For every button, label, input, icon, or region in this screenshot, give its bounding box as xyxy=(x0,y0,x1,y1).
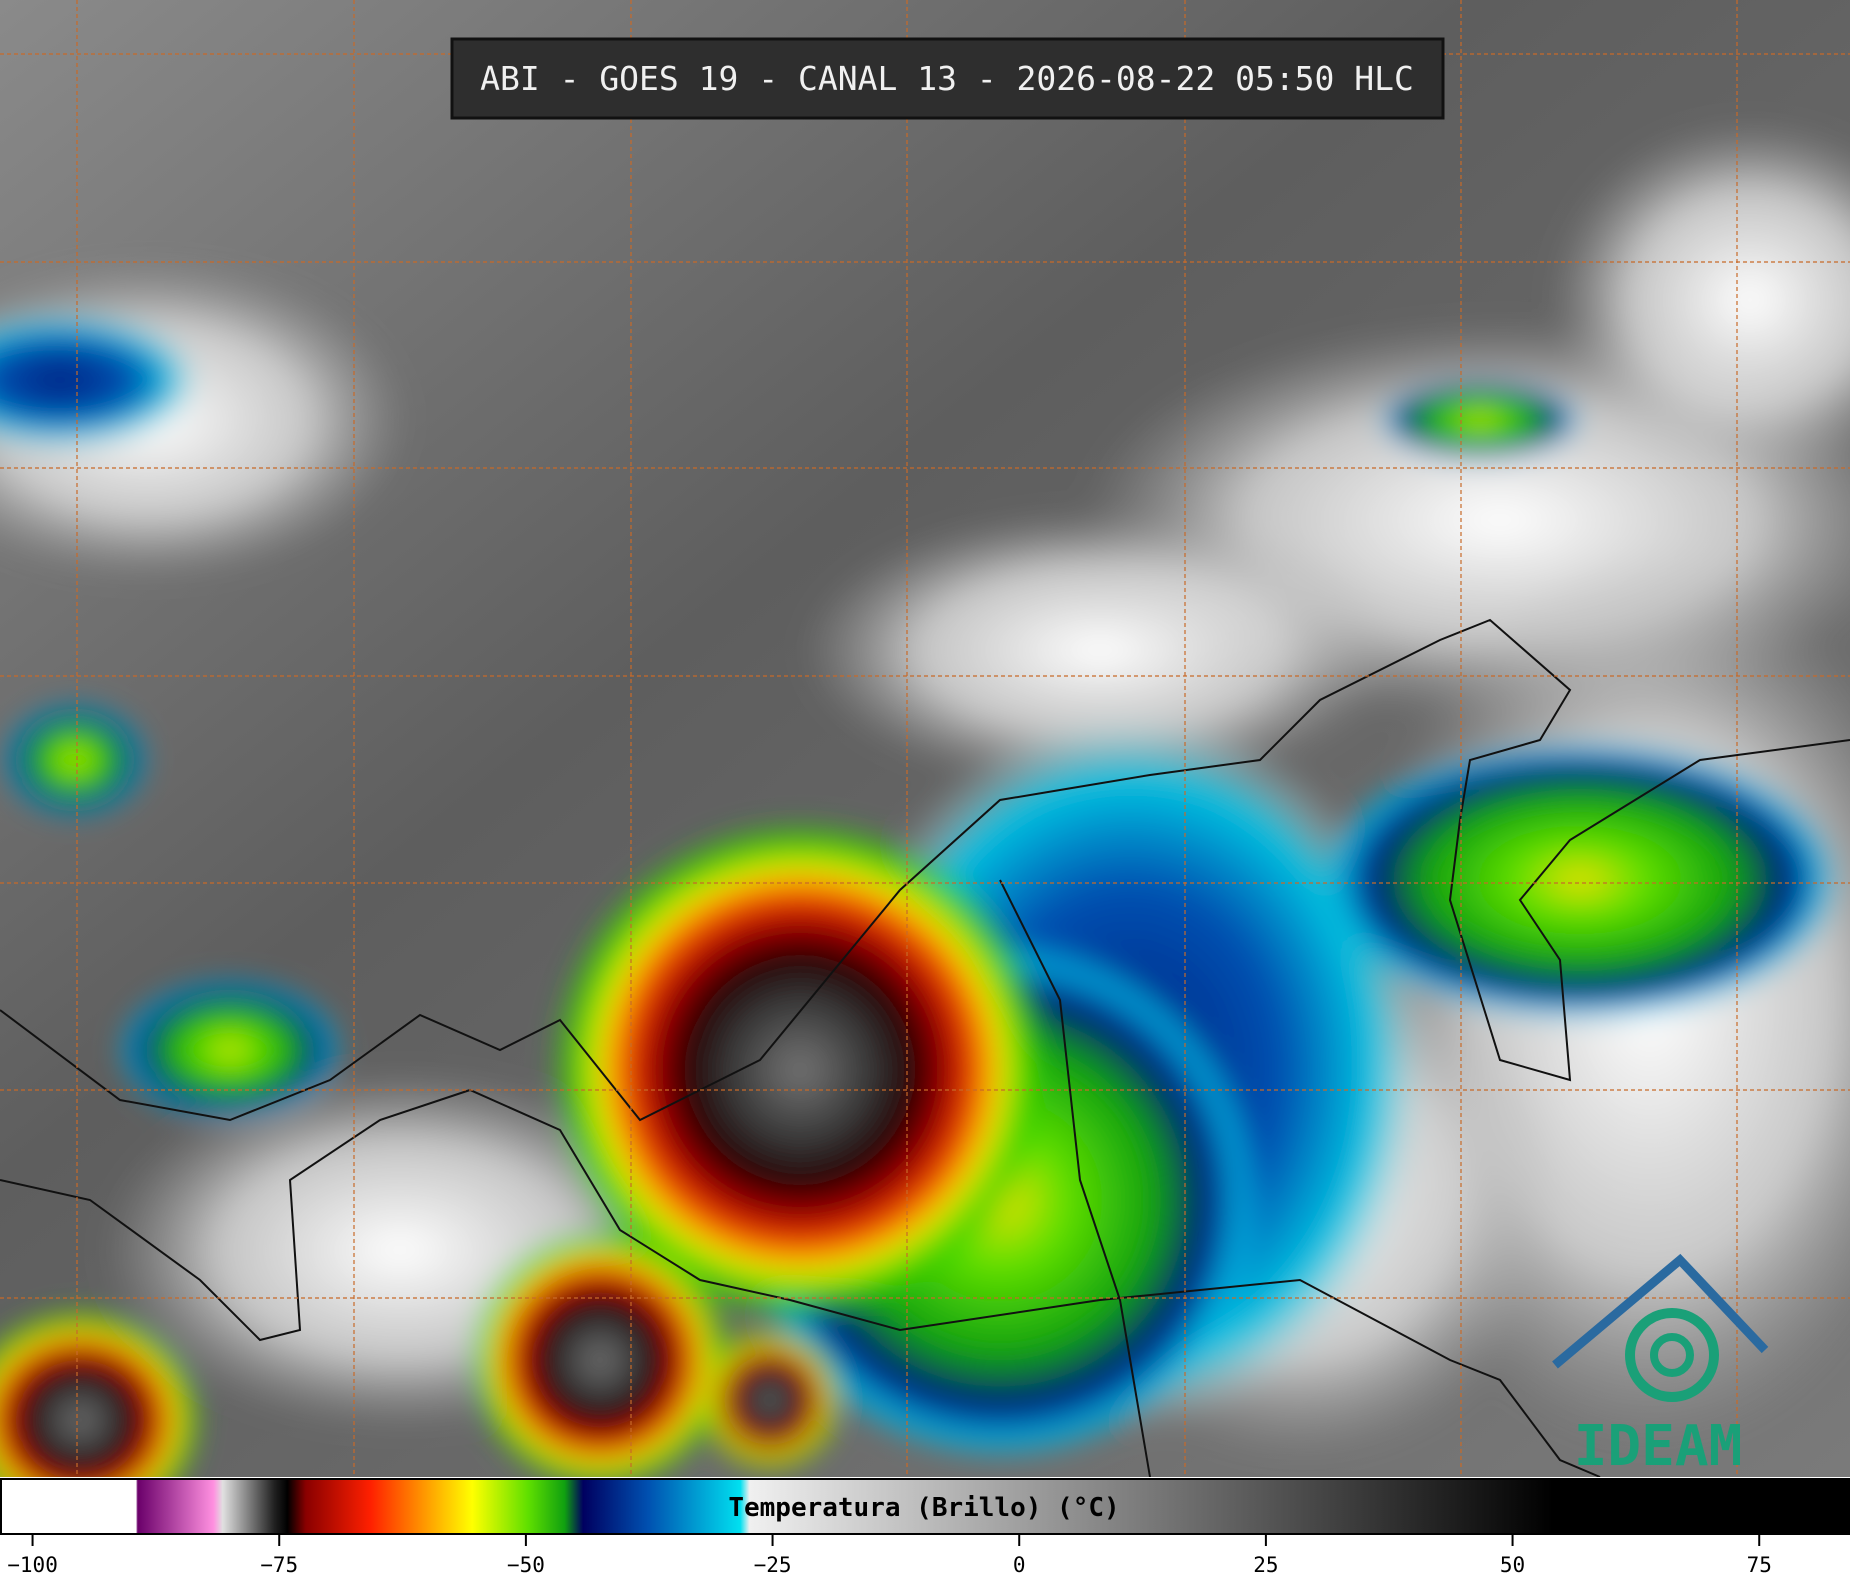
logo-text: IDEAM xyxy=(1574,1414,1743,1479)
colorbar-label: Temperatura (Brillo) (°C) xyxy=(728,1493,1119,1523)
tick-label: −50 xyxy=(507,1553,545,1577)
tick-label: −75 xyxy=(260,1553,298,1577)
coastlines xyxy=(0,618,1850,1478)
tick-label: −100 xyxy=(7,1553,58,1577)
tick-label: 0 xyxy=(1013,1553,1026,1577)
logo: IDEAM xyxy=(1552,1253,1769,1479)
title-box xyxy=(450,37,1445,120)
title: ABI - GOES 19 - CANAL 13 - 2026-08-22 05… xyxy=(480,59,1414,98)
tick-label: 75 xyxy=(1747,1553,1772,1577)
colorbar xyxy=(0,1478,1850,1535)
tick-label: 50 xyxy=(1500,1553,1525,1577)
tick-label: 25 xyxy=(1253,1553,1278,1577)
tick-label: −25 xyxy=(754,1553,792,1577)
clouds xyxy=(0,120,1850,1530)
colorbar-ticks: −100 −75 −50 −25 0 25 50 75 xyxy=(7,1534,1772,1577)
